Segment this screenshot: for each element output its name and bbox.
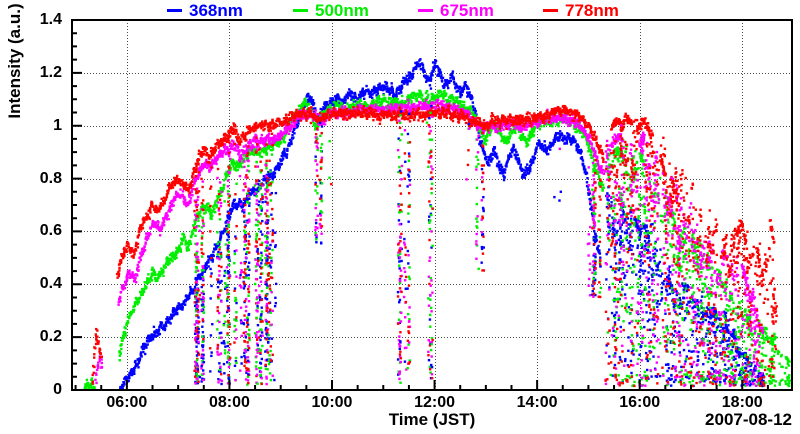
- legend-line-sample: [418, 9, 433, 12]
- y-tick-label: 0.2: [39, 328, 62, 346]
- x-axis-title: Time (JST): [388, 410, 476, 429]
- y-tick-label: 1.2: [39, 63, 62, 81]
- legend-line-sample: [167, 9, 182, 12]
- legend-item-675nm: 675nm: [418, 1, 494, 20]
- y-tick-label: 0.4: [39, 275, 62, 293]
- x-tick-label: 18:00: [721, 394, 763, 411]
- legend-label: 500nm: [315, 1, 369, 20]
- legend-label: 778nm: [565, 1, 619, 20]
- legend-item-500nm: 500nm: [293, 1, 369, 20]
- x-tick-label: 14:00: [516, 394, 558, 411]
- y-tick-label: 1.4: [39, 11, 62, 28]
- legend-label: 368nm: [189, 1, 243, 20]
- x-tick-label: 08:00: [208, 394, 250, 411]
- y-tick-label: 0: [53, 381, 62, 398]
- legend-line-sample: [543, 9, 558, 12]
- legend-item-368nm: 368nm: [167, 1, 243, 20]
- date-label: 2007-08-12: [705, 410, 792, 429]
- legend-line-sample: [293, 9, 308, 12]
- y-tick-label: 0.6: [39, 222, 62, 240]
- x-tick-label: 16:00: [619, 394, 661, 411]
- legend: 368nm 500nm 675nm 778nm: [0, 0, 800, 20]
- legend-label: 675nm: [440, 1, 494, 20]
- x-tick-label: 06:00: [106, 394, 148, 411]
- y-tick-label: 1: [53, 116, 62, 134]
- x-tick-label: 12:00: [414, 394, 456, 411]
- y-tick-label: 0.8: [39, 169, 62, 187]
- legend-item-778nm: 778nm: [543, 1, 619, 20]
- x-tick-label: 10:00: [311, 394, 353, 411]
